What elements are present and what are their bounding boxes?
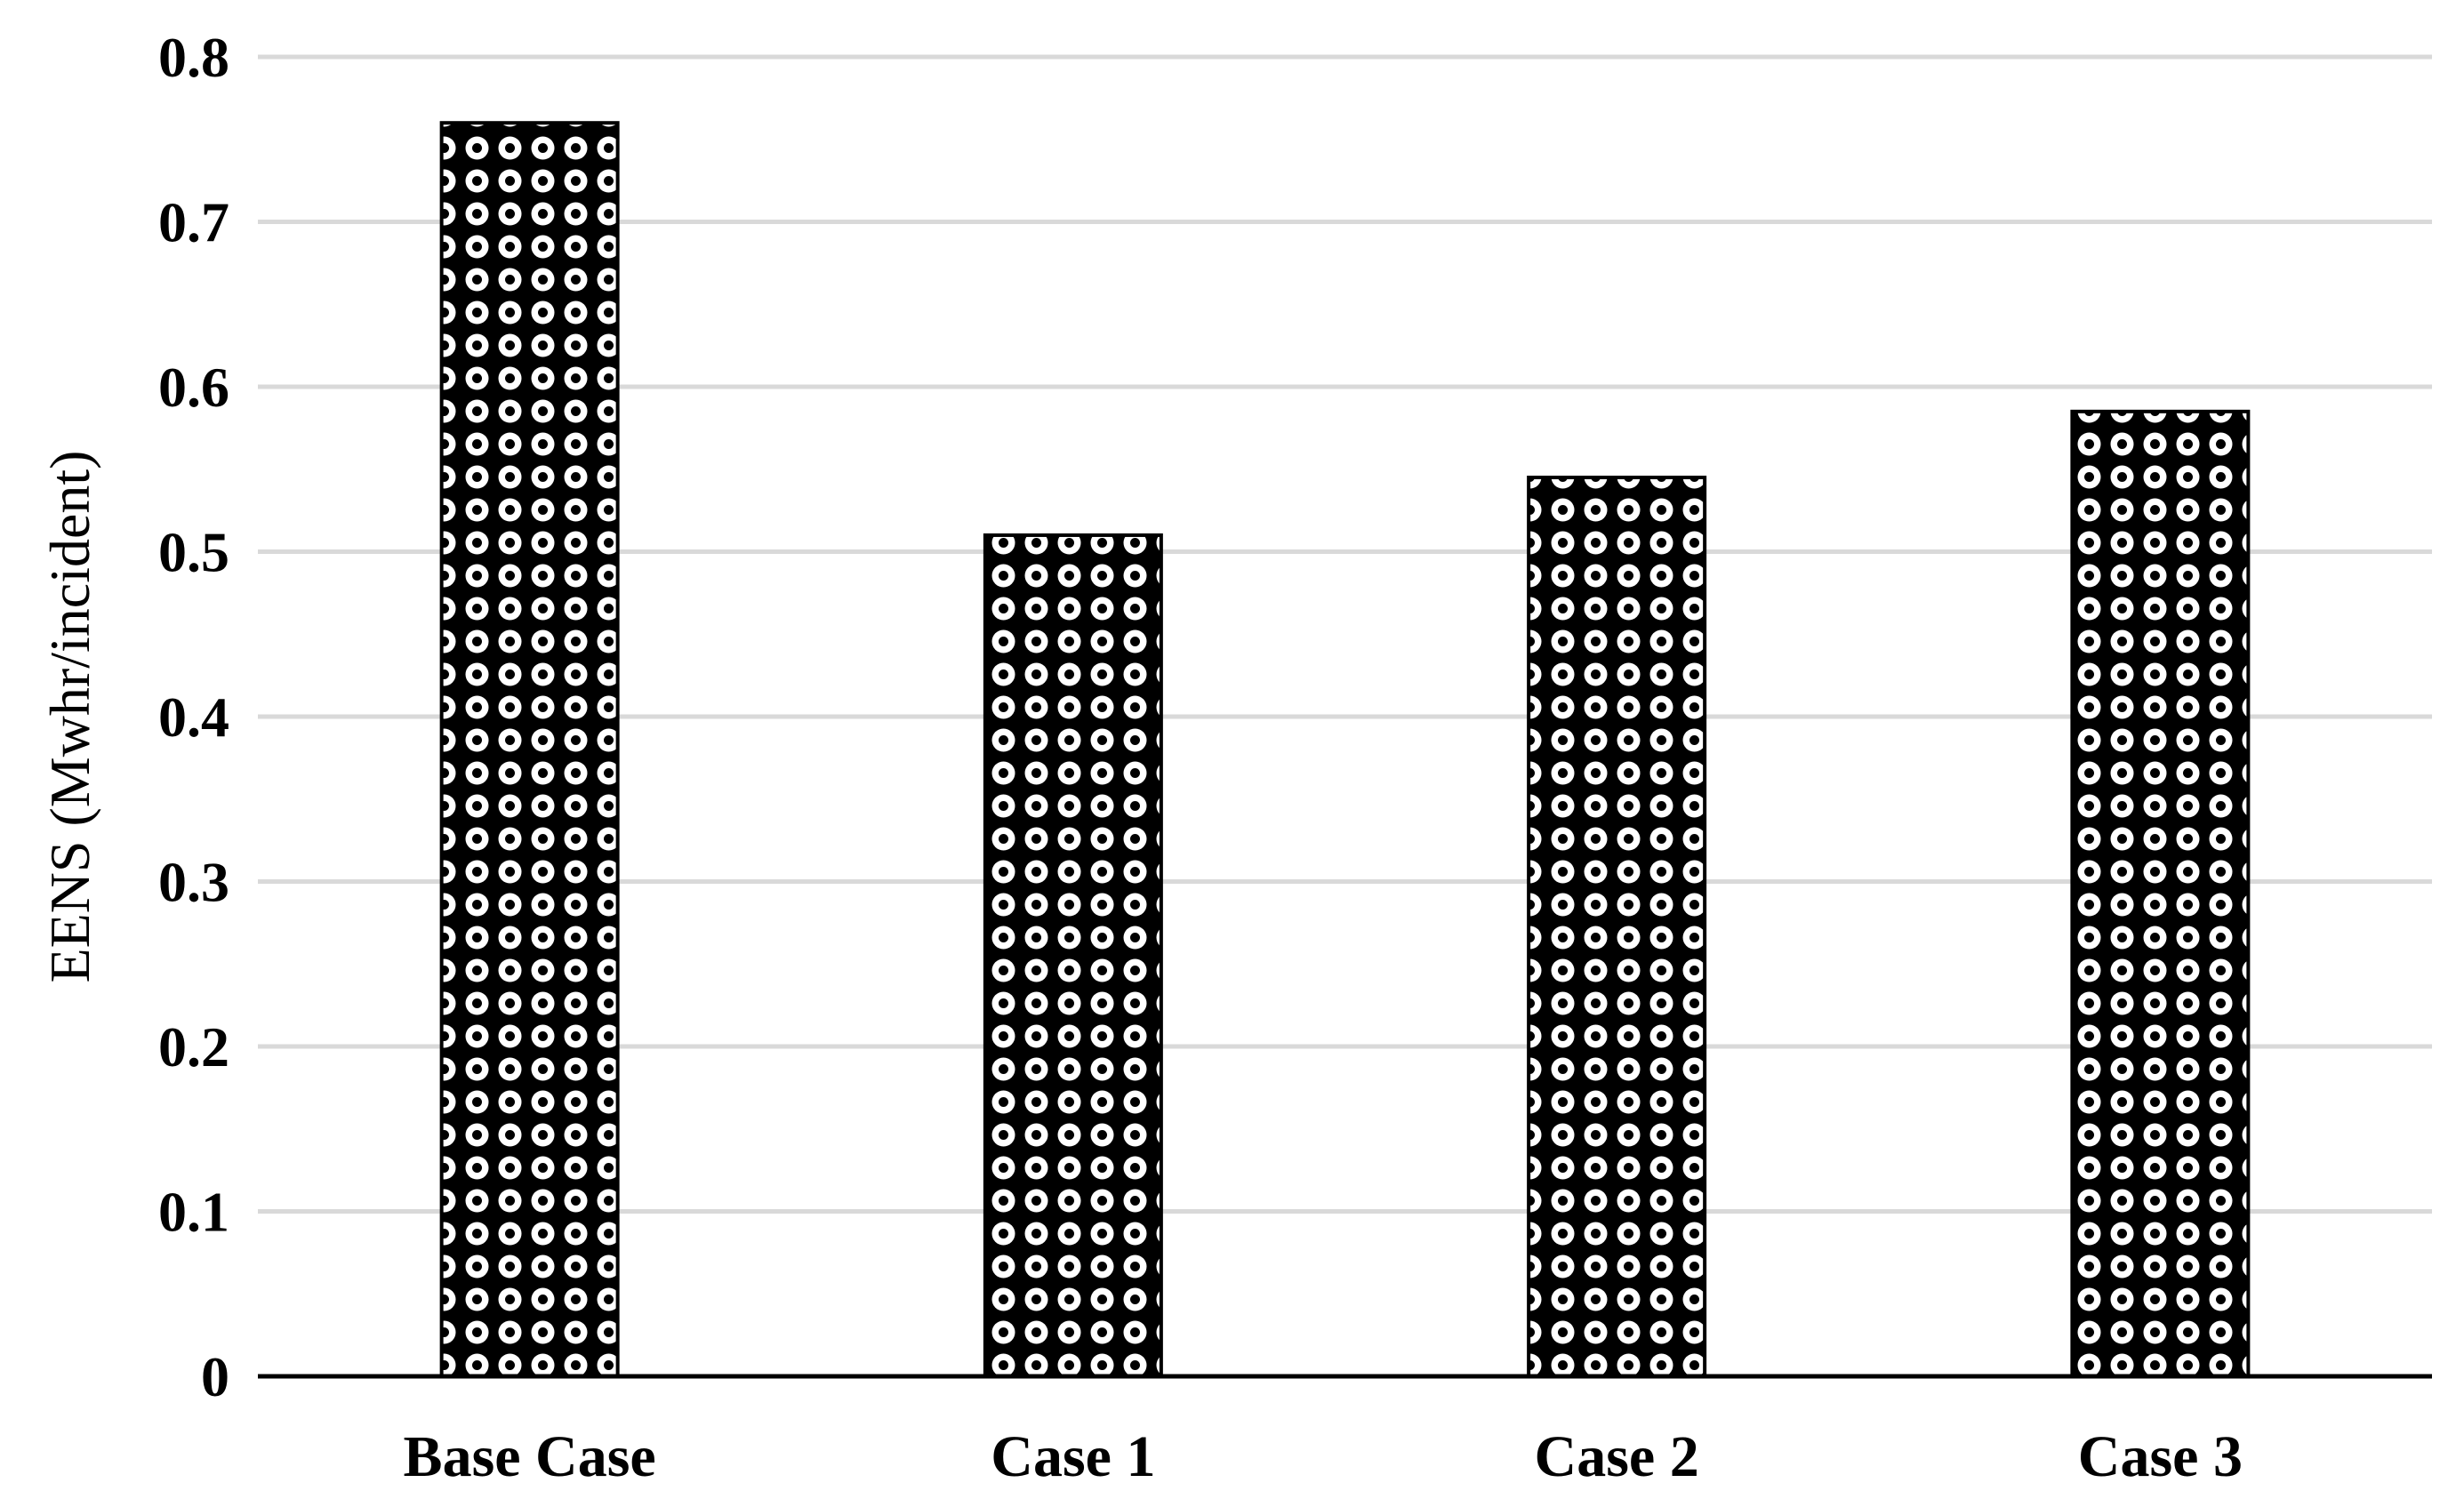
y-tick-label: 0.8: [158, 26, 229, 89]
bars: [439, 121, 2251, 1379]
bar: [439, 121, 620, 1379]
y-tick-label: 0: [201, 1345, 229, 1408]
x-category-label: Case 3: [2078, 1424, 2243, 1489]
y-axis-title: EENS (Mwhr/incident): [38, 451, 101, 983]
x-category-label: Case 1: [991, 1424, 1155, 1489]
x-category-labels: Base Case Case 1 Case 2 Case 3: [404, 1424, 2243, 1489]
y-tick-label: 0.1: [158, 1181, 229, 1244]
x-category-label: Base Case: [404, 1424, 656, 1489]
y-tick-label: 0.3: [158, 851, 229, 914]
bar: [983, 533, 1163, 1378]
y-tick-labels: 0 0.1 0.2 0.3 0.4 0.5 0.6 0.7 0.8: [158, 26, 229, 1408]
y-tick-label: 0.7: [158, 191, 229, 254]
x-category-label: Case 2: [1535, 1424, 1699, 1489]
y-tick-label: 0.6: [158, 356, 229, 419]
gridlines: [258, 54, 2432, 1214]
y-tick-label: 0.4: [158, 685, 229, 749]
bar: [2070, 409, 2251, 1379]
y-tick-label: 0.5: [158, 521, 229, 584]
bar: [1527, 476, 1707, 1378]
y-tick-label: 0.2: [158, 1015, 229, 1078]
